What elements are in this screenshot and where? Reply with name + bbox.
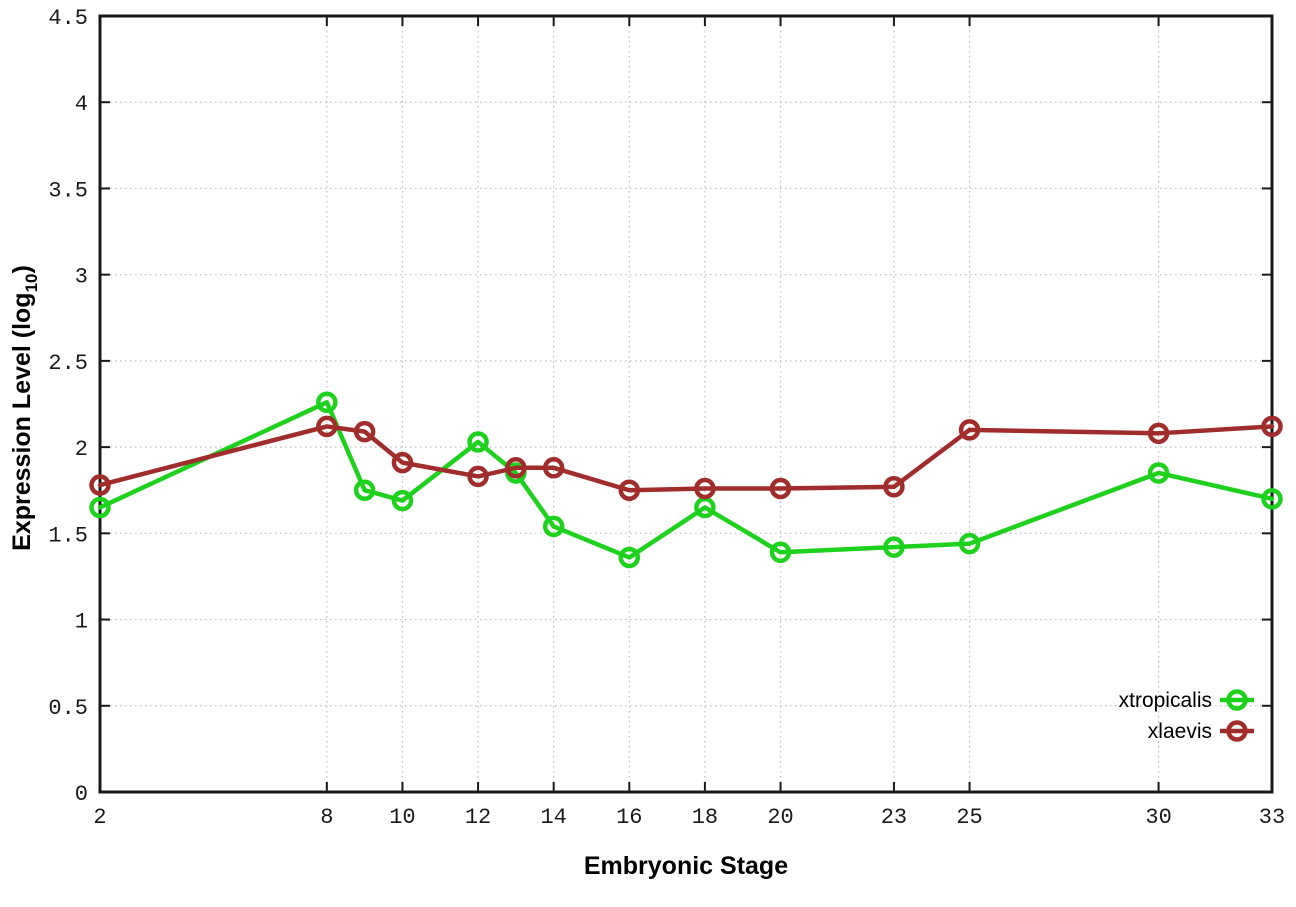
data-point-xtropicalis <box>391 489 414 512</box>
x-tick-label: 14 <box>540 805 566 830</box>
y-axis-label: Expression Level (log10) <box>8 265 41 551</box>
x-tick-label: 10 <box>389 805 415 830</box>
series-line-xtropicalis <box>97 400 1275 560</box>
y-tick-label: 0 <box>75 782 88 807</box>
x-tick-label: 30 <box>1145 805 1171 830</box>
tick-labels: 0 0.5 1 1.5 2 2.5 3 3.5 4 4.5 2 8 10 12 14 16 18 20 23 25 30… <box>48 6 1285 830</box>
y-tick-label: 2 <box>75 437 88 462</box>
y-tick-label: 0.5 <box>48 696 88 721</box>
data-point-xlaevis <box>353 420 376 443</box>
x-tick-label: 25 <box>956 805 982 830</box>
x-tick-label: 8 <box>320 805 333 830</box>
x-tick-label: 23 <box>881 805 907 830</box>
data-point-xlaevis <box>1147 422 1170 445</box>
data-point-xtropicalis <box>1147 462 1170 484</box>
data-point-xlaevis <box>769 477 792 500</box>
data-point-xtropicalis <box>618 546 641 569</box>
data-point-xtropicalis <box>353 479 376 501</box>
y-tick-label: 4 <box>75 92 88 117</box>
legend-marker-xlaevis <box>1226 720 1248 742</box>
data-point-xlaevis <box>1261 415 1283 438</box>
data-point-xlaevis <box>618 479 641 501</box>
data-point-xlaevis <box>883 476 905 498</box>
x-tick-label: 20 <box>767 805 793 830</box>
x-axis-label: Embryonic Stage <box>584 852 788 880</box>
y-axis-label-subscript: 10 <box>22 273 41 292</box>
x-tick-label: 18 <box>692 805 718 830</box>
y-axis-label-main: Expression Level (log <box>8 292 36 550</box>
data-point-xlaevis <box>542 457 565 479</box>
y-tick-label: 1.5 <box>48 523 88 548</box>
gridlines <box>100 16 1272 792</box>
data-point-xtropicalis <box>883 536 905 558</box>
data-point-xlaevis <box>958 419 981 441</box>
y-tick-label: 2.5 <box>48 351 88 376</box>
y-tick-label: 4.5 <box>48 6 88 31</box>
x-tick-label: 2 <box>93 805 106 830</box>
x-tick-label: 33 <box>1259 805 1285 830</box>
data-point-xtropicalis <box>467 431 489 453</box>
legend: xtropicalis xlaevis <box>1119 689 1254 743</box>
data-point-xlaevis <box>391 451 414 474</box>
data-point-xlaevis <box>89 474 111 496</box>
plot-border <box>98 14 1274 794</box>
data-point-xlaevis <box>316 415 338 438</box>
data-point-xtropicalis <box>769 541 792 564</box>
data-point-xtropicalis <box>958 532 981 555</box>
data-point-xlaevis <box>505 457 527 479</box>
data-point-xtropicalis <box>316 391 338 414</box>
legend-label-xtropicalis: xtropicalis <box>1119 689 1212 712</box>
data-point-xtropicalis <box>542 515 565 538</box>
legend-label-xlaevis: xlaevis <box>1148 720 1212 743</box>
x-tick-label: 16 <box>616 805 642 830</box>
axis-ticks <box>99 15 1273 793</box>
x-tick-label: 12 <box>465 805 491 830</box>
y-axis-label-suffix: ) <box>8 265 36 273</box>
y-tick-label: 1 <box>75 610 88 635</box>
y-tick-label: 3.5 <box>48 178 88 203</box>
data-point-xtropicalis <box>1261 488 1283 510</box>
data-point-xlaevis <box>467 465 489 488</box>
data-point-xlaevis <box>694 477 716 500</box>
legend-marker-xtropicalis <box>1226 689 1248 711</box>
data-series <box>89 391 1283 569</box>
data-point-xtropicalis <box>89 496 111 519</box>
series-line-xlaevis <box>97 424 1275 493</box>
y-tick-label: 3 <box>75 265 88 290</box>
